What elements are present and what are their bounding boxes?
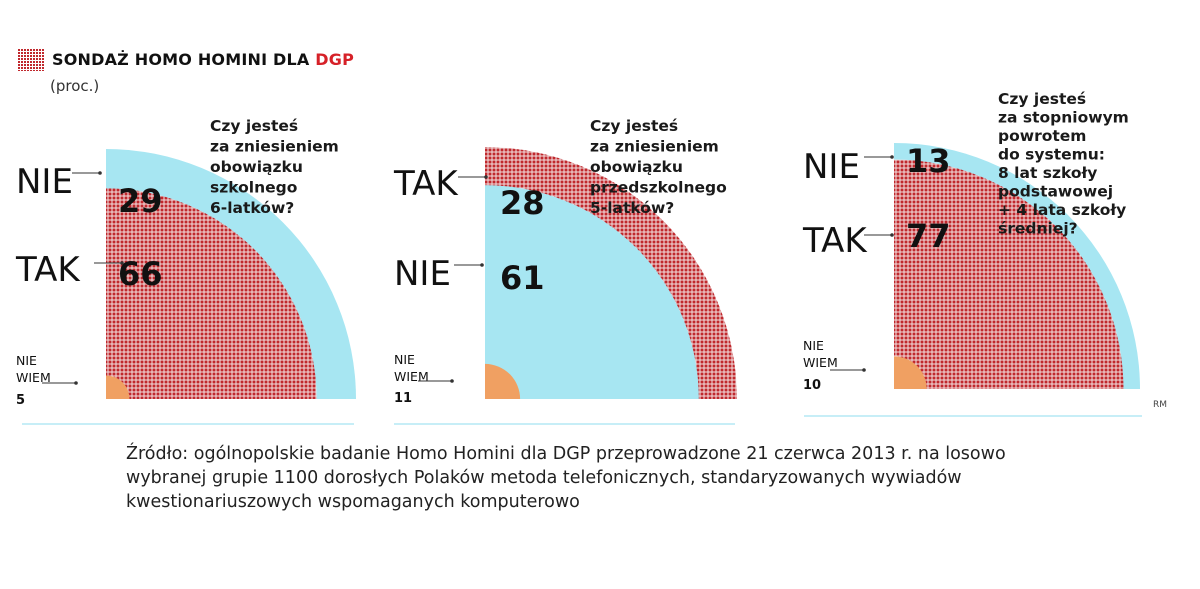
dont-know-label: NIE <box>394 352 415 367</box>
credit-label: RM <box>1153 400 1167 410</box>
question-line: Czy jesteś <box>998 90 1086 108</box>
slice-dont-know <box>106 375 130 399</box>
question-line: 5-latków? <box>590 199 674 217</box>
answer-value: 66 <box>118 255 163 293</box>
question-line: obowiązku <box>590 158 683 176</box>
answer-label-tak: TAK <box>15 250 81 290</box>
legend-swatch-icon <box>18 49 44 71</box>
dont-know-label: WIEM <box>16 370 51 385</box>
answer-value: 61 <box>500 259 545 297</box>
dont-know-value: 11 <box>394 391 412 406</box>
question-line: 6-latków? <box>210 199 294 217</box>
source-note: Źródło: ogólnopolskie badanie Homo Homin… <box>126 444 1006 512</box>
dont-know-value: 10 <box>803 378 821 393</box>
chart-title: SONDAŻ HOMO HOMINI DLA DGP <box>52 50 354 69</box>
dont-know-label: NIE <box>16 353 37 368</box>
answer-pointer-dot <box>890 233 894 237</box>
answer-pointer-dot <box>484 175 488 179</box>
question-line: podstawowej <box>998 183 1113 201</box>
answer-value: 29 <box>118 182 163 220</box>
question-line: obowiązku <box>210 158 303 176</box>
answer-label-nie: NIE <box>16 162 73 202</box>
dont-know-label: NIE <box>803 338 824 353</box>
dont-know-label: WIEM <box>803 355 838 370</box>
answer-pointer-dot <box>120 261 124 265</box>
dont-know-value: 5 <box>16 393 25 408</box>
answer-label-tak: TAK <box>393 164 459 204</box>
slice-dont-know <box>485 363 521 399</box>
dont-know-pointer-dot <box>862 368 866 372</box>
answer-pointer-dot <box>98 171 102 175</box>
question-line: Czy jesteś <box>590 117 678 135</box>
dont-know-pointer-dot <box>74 381 78 385</box>
answer-label-nie: NIE <box>394 254 451 294</box>
answer-label-tak: TAK <box>802 221 868 261</box>
slice-tak <box>106 188 317 399</box>
question-line: za zniesieniem <box>210 138 339 156</box>
chart-title-brand: DGP <box>315 50 354 69</box>
answer-value: 13 <box>906 142 951 180</box>
question-line: średniej? <box>998 220 1078 238</box>
question-line: powrotem <box>998 127 1086 145</box>
question-line: za stopniowym <box>998 109 1129 127</box>
answer-value: 28 <box>500 184 545 222</box>
question-line: Czy jesteś <box>210 117 298 135</box>
answer-label-nie: NIE <box>803 147 860 187</box>
slice-nie <box>485 185 699 399</box>
dont-know-pointer-dot <box>450 379 454 383</box>
answer-pointer-dot <box>890 155 894 159</box>
question-line: 8 lat szkoły <box>998 164 1097 182</box>
slice-tak <box>894 159 1124 389</box>
question-line: + 4 lata szkoły <box>998 201 1126 219</box>
answer-pointer-dot <box>480 263 484 267</box>
question-line: do systemu: <box>998 146 1105 164</box>
question-line: przedszkolnego <box>590 179 727 197</box>
dont-know-label: WIEM <box>394 369 429 384</box>
chart-subtitle: (proc.) <box>50 77 100 95</box>
question-line: szkolnego <box>210 179 297 197</box>
slice-dont-know <box>894 356 927 389</box>
chart-title-main: SONDAŻ HOMO HOMINI DLA <box>52 50 316 69</box>
answer-value: 77 <box>906 217 951 255</box>
question-line: za zniesieniem <box>590 138 719 156</box>
